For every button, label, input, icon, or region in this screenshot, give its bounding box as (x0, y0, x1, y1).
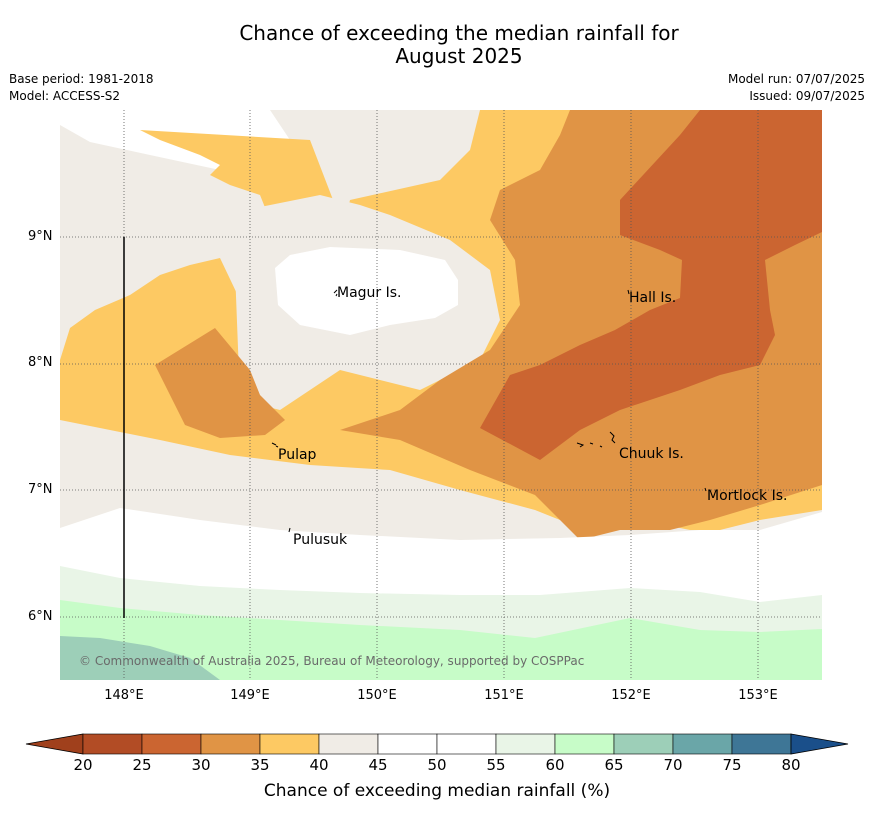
band-25-30 (480, 110, 822, 460)
colorbar-swatch-70 (672, 733, 733, 755)
title-line-2: August 2025 (395, 44, 523, 68)
colorbar-swatch-45 (377, 733, 438, 755)
forecast-map (60, 110, 822, 680)
place-mortlock: Mortlock Is. (707, 488, 788, 504)
colorbar-tick-55: 55 (486, 756, 506, 774)
band-60-65 (60, 600, 822, 680)
map-svg (60, 110, 822, 680)
lon-tick-153: 153°E (738, 688, 778, 703)
colorbar-swatch-60 (554, 733, 615, 755)
colorbar-tick-50: 50 (427, 756, 447, 774)
colorbar-tick-25: 25 (132, 756, 152, 774)
map-title: Chance of exceeding the median rainfall … (0, 22, 873, 68)
lon-tick-150: 150°E (357, 688, 397, 703)
lat-tick-7: 7°N (28, 482, 53, 497)
colorbar-tick-70: 70 (663, 756, 683, 774)
copyright-notice: © Commonwealth of Australia 2025, Bureau… (79, 654, 585, 668)
place-pulusuk: Pulusuk (293, 532, 348, 548)
place-hall: Hall Is. (629, 290, 677, 306)
lat-tick-9: 9°N (28, 229, 53, 244)
colorbar-tick-20: 20 (73, 756, 93, 774)
colorbar-label: Chance of exceeding median rainfall (%) (263, 781, 611, 801)
place-chuuk: Chuuk Is. (619, 446, 684, 462)
colorbar-swatch-35 (259, 733, 320, 755)
colorbar-tick-35: 35 (250, 756, 270, 774)
lon-tick-149: 149°E (230, 688, 270, 703)
colorbar-swatch-75 (731, 733, 792, 755)
place-pulap: Pulap (278, 447, 317, 463)
colorbar-swatch-65 (613, 733, 674, 755)
colorbar-tick-65: 65 (604, 756, 624, 774)
base-period: Base period: 1981-2018 (9, 72, 154, 86)
colorbar-tick-75: 75 (722, 756, 742, 774)
issued-date: Issued: 09/07/2025 (749, 89, 865, 103)
island-marks (271, 289, 707, 533)
colorbar-extend-low (25, 733, 84, 755)
meta-left: Base period: 1981-2018 Model: ACCESS-S2 (9, 71, 154, 105)
colorbar (25, 733, 849, 755)
model-run: Model run: 07/07/2025 (727, 72, 865, 86)
band-45-55-magur (275, 247, 458, 335)
colorbar-swatch-25 (141, 733, 202, 755)
lon-tick-151: 151°E (484, 688, 524, 703)
band-30-35-west (155, 328, 285, 438)
meta-right: Model run: 07/07/2025 Issued: 09/07/2025 (728, 71, 865, 105)
colorbar-swatch-55 (495, 733, 556, 755)
colorbar-tick-40: 40 (309, 756, 329, 774)
lon-tick-148: 148°E (104, 688, 144, 703)
colorbar-swatch-30 (200, 733, 261, 755)
colorbar-tick-60: 60 (545, 756, 565, 774)
lon-tick-152: 152°E (611, 688, 651, 703)
colorbar-tick-30: 30 (191, 756, 211, 774)
colorbar-tick-80: 80 (781, 756, 801, 774)
model-name: Model: ACCESS-S2 (9, 89, 121, 103)
title-line-1: Chance of exceeding the median rainfall … (239, 21, 679, 45)
colorbar-extend-high (790, 733, 849, 755)
colorbar-swatch-50 (436, 733, 497, 755)
lat-tick-6: 6°N (28, 609, 53, 624)
colorbar-tick-45: 45 (368, 756, 388, 774)
place-magur: Magur Is. (337, 285, 402, 301)
lat-tick-8: 8°N (28, 355, 53, 370)
colorbar-swatch-40 (318, 733, 379, 755)
colorbar-swatch-20 (82, 733, 143, 755)
band-65-70 (60, 636, 220, 680)
